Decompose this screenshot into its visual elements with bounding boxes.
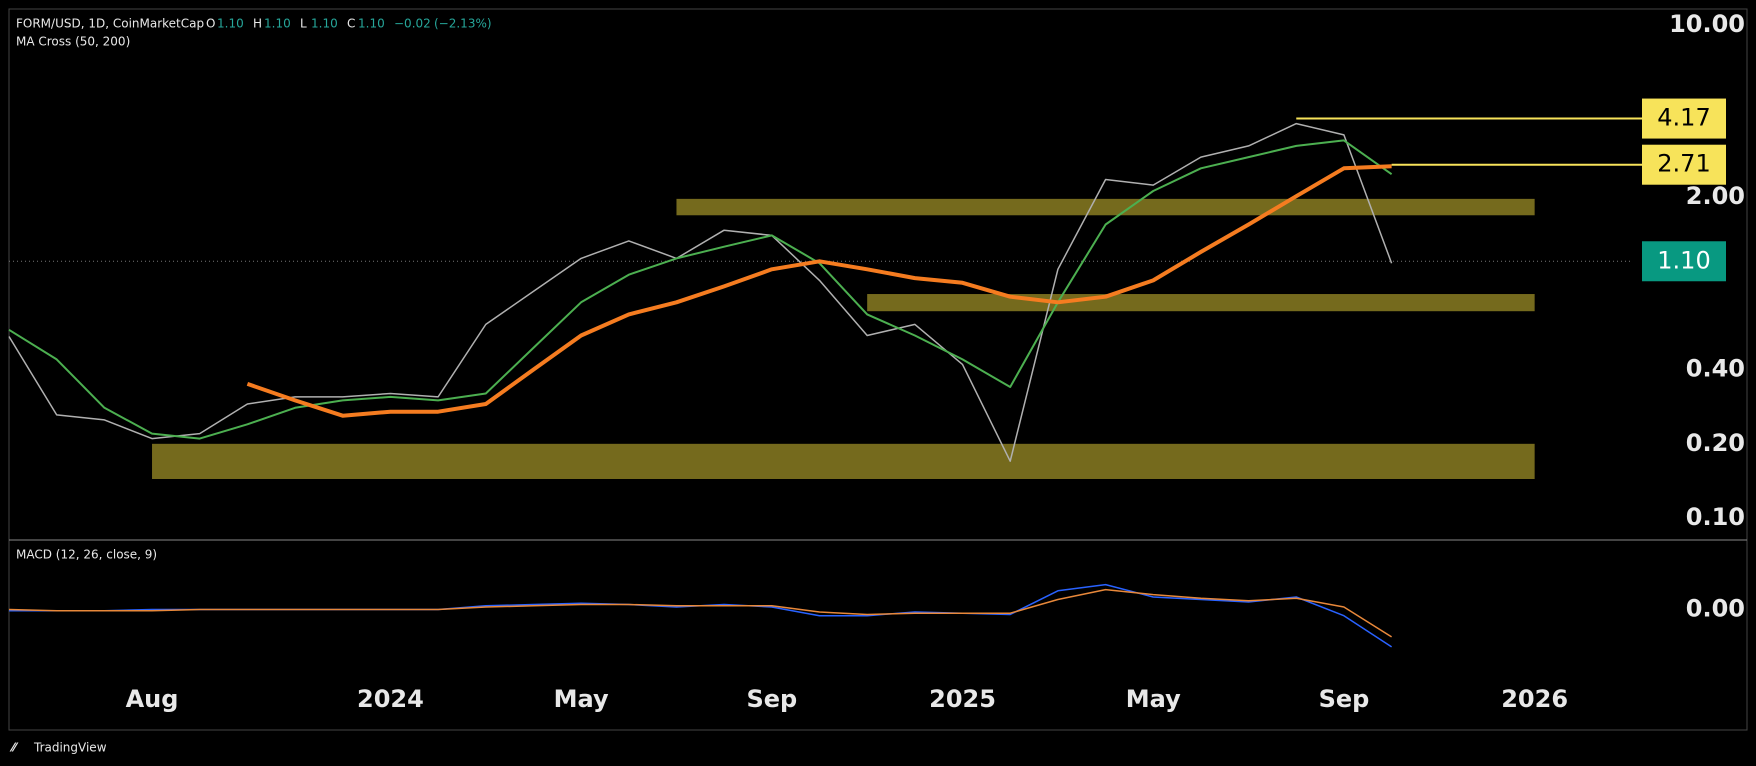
x-tick-label: May <box>554 685 609 713</box>
y-tick-label: 0.40 <box>1686 355 1745 383</box>
last-price-box <box>1642 241 1726 282</box>
ohlc-value: 1.10 <box>264 17 291 31</box>
series-line <box>246 164 1392 418</box>
footer-brand: TradingView <box>33 741 107 755</box>
series-line <box>8 122 1393 462</box>
series-line <box>8 139 1393 440</box>
x-tick-label: 2024 <box>357 685 424 713</box>
x-tick-label: May <box>1126 685 1181 713</box>
macd-label: MACD (12, 26, close, 9) <box>16 548 157 562</box>
level-box <box>1642 144 1726 185</box>
y-tick-label: 0.10 <box>1686 503 1745 531</box>
ohlc-value: 1.10 <box>217 17 244 31</box>
series-line <box>8 588 1392 638</box>
y-tick-label: 0.20 <box>1686 429 1745 457</box>
ohlc-key: O <box>206 17 215 31</box>
x-tick-label: Aug <box>126 685 179 713</box>
y-tick-label: 10.00 <box>1669 10 1745 38</box>
support-zone <box>676 198 1535 216</box>
change-pct: (−2.13%) <box>434 17 492 31</box>
ohlc-key: L <box>300 17 307 31</box>
y-tick-label: 0.00 <box>1686 595 1745 623</box>
ohlc-key: C <box>347 17 355 31</box>
frame <box>8 8 1748 731</box>
x-tick-label: Sep <box>1319 685 1370 713</box>
footer-logo: ⁄⁄ <box>9 741 19 755</box>
level-box <box>1642 98 1726 139</box>
ohlc-value: 1.10 <box>358 17 385 31</box>
ohlc-key: H <box>253 17 262 31</box>
change: −0.02 <box>394 17 431 31</box>
support-zone <box>152 443 1535 479</box>
x-tick-label: Sep <box>746 685 797 713</box>
support-zone <box>867 294 1535 312</box>
last-price-label: 1.10 <box>1657 246 1710 274</box>
x-tick-label: 2026 <box>1501 685 1568 713</box>
ohlc-value: 1.10 <box>311 17 338 31</box>
symbol-title: FORM/USD, 1D, CoinMarketCap <box>16 17 204 31</box>
x-tick-label: 2025 <box>929 685 996 713</box>
indicator-label: MA Cross (50, 200) <box>16 35 130 49</box>
level-label: 2.71 <box>1657 150 1710 178</box>
y-tick-label: 2.00 <box>1686 182 1745 210</box>
level-label: 4.17 <box>1657 104 1710 132</box>
